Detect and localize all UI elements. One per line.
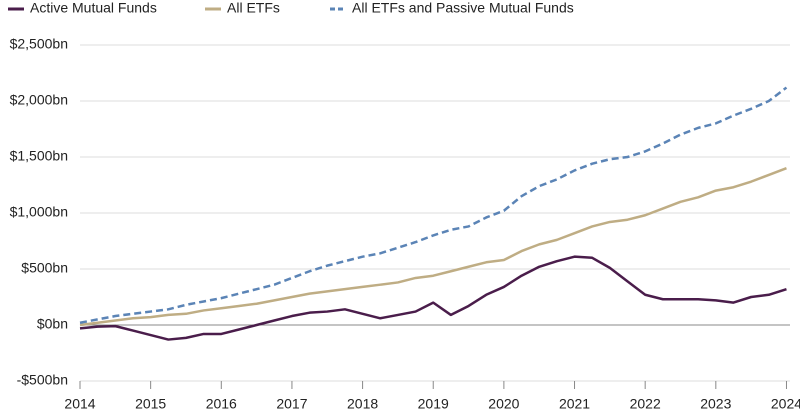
x-tick-label: 2015 [135, 396, 166, 412]
x-tick-label: 2019 [418, 396, 449, 412]
y-tick-label: $0bn [37, 316, 68, 332]
y-tick-label: $2,500bn [10, 36, 68, 52]
series-line [79, 86, 788, 324]
y-tick-label: $1,000bn [10, 204, 68, 220]
legend-label: All ETFs [227, 0, 280, 16]
series-line [79, 255, 787, 341]
y-tick-label: $1,500bn [10, 148, 68, 164]
legend-label: All ETFs and Passive Mutual Funds [352, 0, 574, 16]
series-line [79, 167, 787, 327]
y-tick-label: -$500bn [17, 372, 68, 388]
x-tick-label: 2024 [771, 396, 800, 412]
x-tick-label: 2017 [276, 396, 307, 412]
y-tick-label: $500bn [21, 260, 68, 276]
x-tick-label: 2014 [64, 396, 95, 412]
legend-label: Active Mutual Funds [30, 0, 157, 16]
x-tick-label: 2020 [488, 396, 519, 412]
x-tick-label: 2016 [206, 396, 237, 412]
y-tick-label: $2,000bn [10, 92, 68, 108]
x-tick-label: 2018 [347, 396, 378, 412]
x-tick-label: 2022 [630, 396, 661, 412]
x-tick-label: 2021 [559, 396, 590, 412]
x-tick-label: 2023 [700, 396, 731, 412]
